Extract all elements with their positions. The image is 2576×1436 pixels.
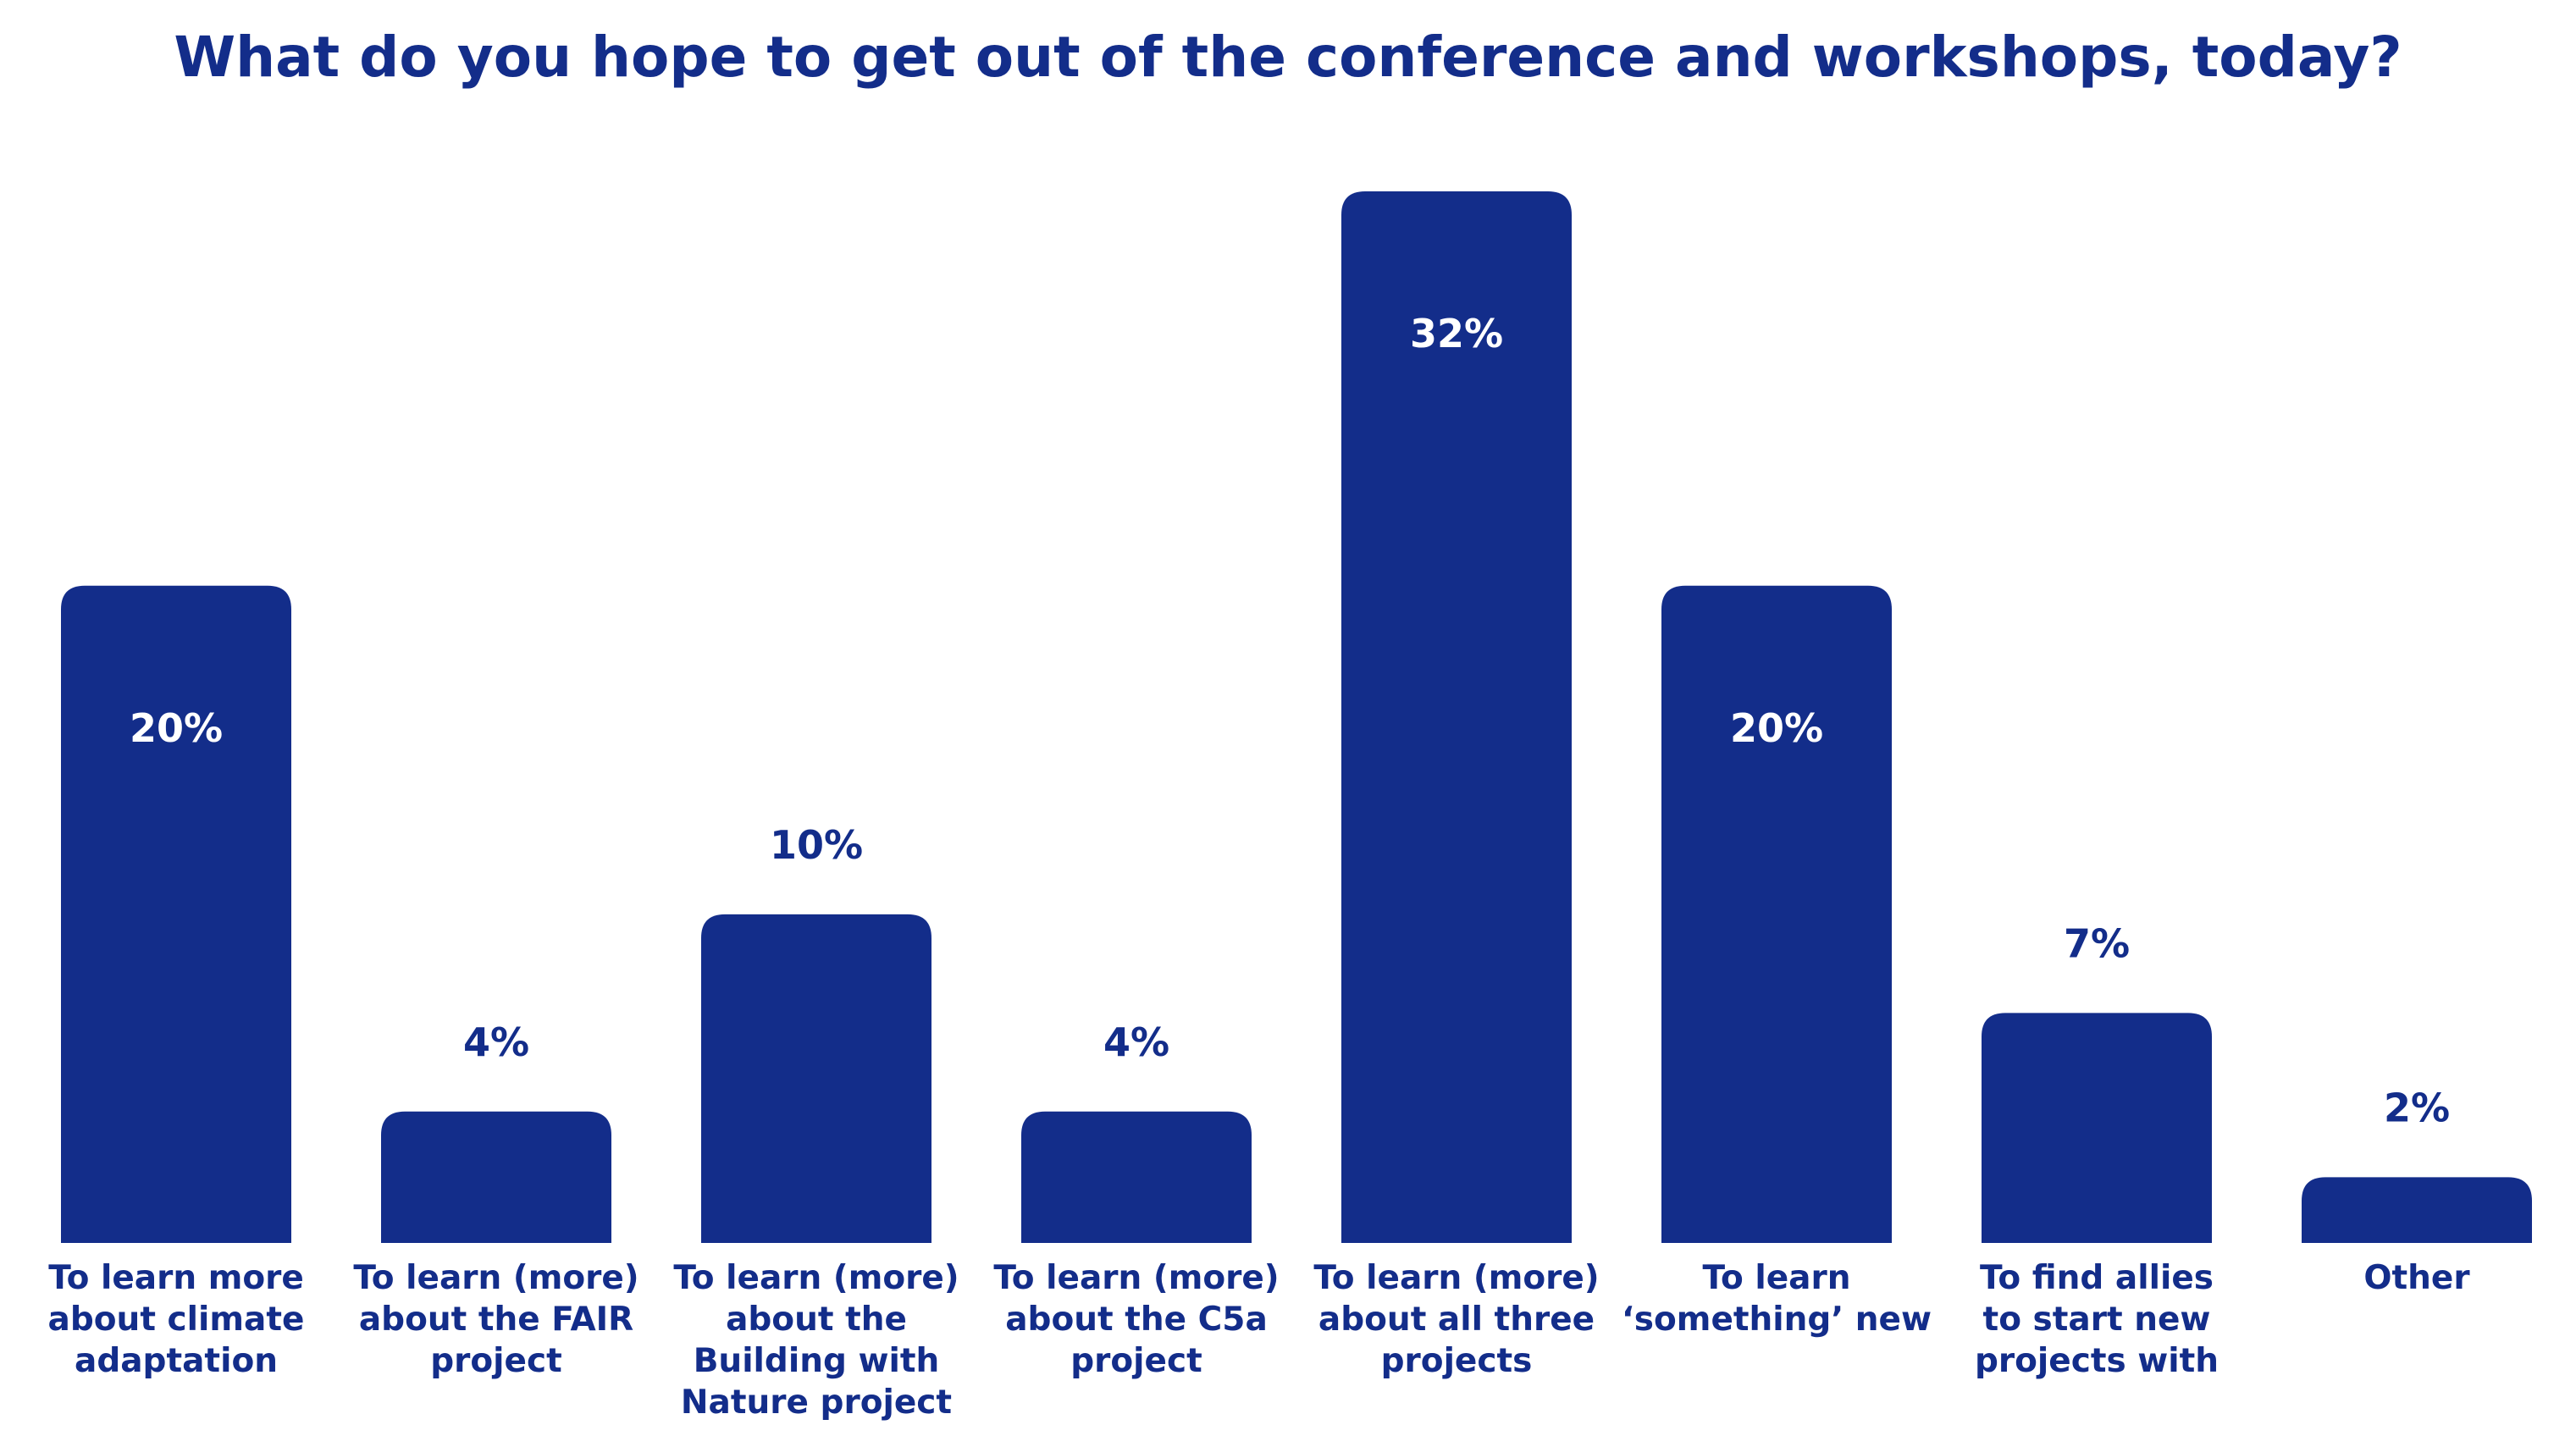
value-label-7: 2%: [2384, 1085, 2450, 1130]
category-label-line: about climate: [48, 1301, 305, 1339]
value-label-0: 20%: [130, 705, 223, 751]
category-label-line: about the C5a: [1005, 1301, 1268, 1339]
category-label-line: projects: [1381, 1342, 1533, 1380]
category-label-7: Other: [2363, 1259, 2470, 1297]
category-label-line: To learn: [1703, 1259, 1851, 1297]
category-label-line: about all three: [1318, 1301, 1595, 1339]
category-label-0: To learn more about climate adaptation: [48, 1259, 305, 1380]
category-label-line: To learn (more): [353, 1259, 638, 1297]
value-label-2: 10%: [770, 822, 863, 868]
bar-7: [2302, 1177, 2532, 1243]
category-label-3: To learn (more) about the C5a project: [993, 1259, 1279, 1380]
category-label-line: project: [1070, 1342, 1202, 1380]
bar-3: [1021, 1111, 1252, 1243]
value-label-6: 7%: [2064, 920, 2130, 966]
chart-title: What do you hope to get out of the confe…: [174, 25, 2402, 90]
category-label-line: To learn (more): [673, 1259, 959, 1297]
category-label-line: Other: [2363, 1259, 2470, 1297]
value-label-1: 4%: [463, 1019, 529, 1065]
bar-0: [61, 585, 291, 1243]
category-label-line: project: [430, 1342, 562, 1380]
value-label-4: 32%: [1410, 311, 1503, 356]
category-label-line: projects with: [1975, 1342, 2219, 1380]
category-label-line: Nature project: [681, 1384, 952, 1422]
category-label-line: To learn (more): [993, 1259, 1279, 1297]
bar-4: [1341, 191, 1572, 1243]
category-label-2: To learn (more) about the Building with Nat…: [673, 1259, 959, 1422]
category-label-line: adaptation: [75, 1342, 278, 1380]
category-label-line: To find allies: [1980, 1259, 2214, 1297]
category-label-line: To learn more: [48, 1259, 304, 1297]
bar-6: [1982, 1013, 2212, 1243]
category-label-line: about the: [726, 1301, 907, 1339]
category-label-6: To find allies to start new projects with: [1975, 1259, 2219, 1380]
category-label-line: about the FAIR: [359, 1301, 633, 1339]
bar-2: [701, 914, 931, 1243]
value-label-3: 4%: [1103, 1019, 1169, 1065]
category-label-line: To learn (more): [1313, 1259, 1599, 1297]
value-label-5: 20%: [1730, 705, 1823, 751]
category-label-1: To learn (more) about the FAIR project: [353, 1259, 638, 1380]
bar-5: [1661, 585, 1892, 1243]
category-label-4: To learn (more) about all three projects: [1313, 1259, 1599, 1380]
category-label-line: ‘something’ new: [1622, 1301, 1932, 1339]
category-label-5: To learn ‘something’ new: [1622, 1259, 1932, 1339]
bar-1: [381, 1111, 611, 1243]
category-label-line: to start new: [1983, 1301, 2211, 1339]
category-label-line: Building with: [694, 1342, 940, 1380]
